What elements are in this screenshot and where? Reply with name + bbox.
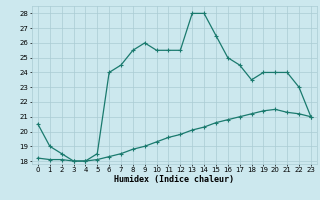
X-axis label: Humidex (Indice chaleur): Humidex (Indice chaleur) bbox=[115, 175, 234, 184]
